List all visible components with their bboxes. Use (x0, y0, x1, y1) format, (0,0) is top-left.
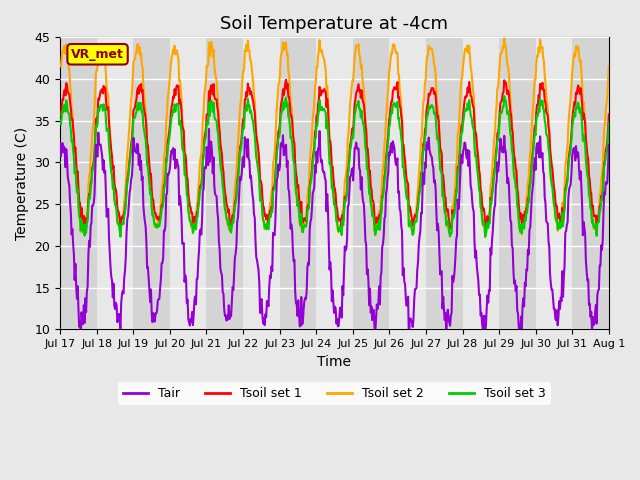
Bar (133, 37, 170, 329)
Bar (426, 37, 463, 329)
Bar (572, 37, 609, 329)
Bar (353, 37, 389, 329)
Bar (243, 37, 280, 329)
Y-axis label: Temperature (C): Temperature (C) (15, 127, 29, 240)
Legend: Tair, Tsoil set 1, Tsoil set 2, Tsoil set 3: Tair, Tsoil set 1, Tsoil set 2, Tsoil se… (118, 382, 550, 405)
Bar (170, 37, 207, 329)
Bar (536, 37, 572, 329)
Text: VR_met: VR_met (71, 48, 124, 61)
Bar (463, 37, 499, 329)
Bar (389, 37, 426, 329)
X-axis label: Time: Time (317, 355, 351, 369)
Bar (316, 37, 353, 329)
Bar (280, 37, 316, 329)
Title: Soil Temperature at -4cm: Soil Temperature at -4cm (221, 15, 449, 33)
Bar (499, 37, 536, 329)
Bar (207, 37, 243, 329)
Bar (97, 37, 133, 329)
Bar (60, 37, 97, 329)
